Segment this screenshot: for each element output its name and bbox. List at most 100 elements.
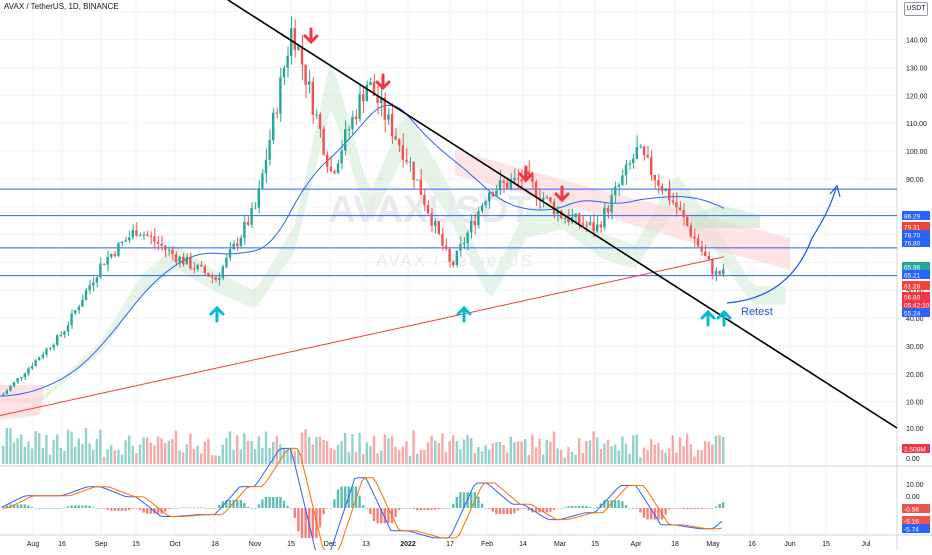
volume-bar xyxy=(380,450,383,464)
candle-body xyxy=(257,188,260,208)
resistance-arrow-icon xyxy=(518,165,534,183)
macd-histogram-bar xyxy=(99,508,102,509)
macd-histogram-bar xyxy=(664,508,667,515)
candle-body xyxy=(221,266,224,278)
macd-histogram-bar xyxy=(448,508,451,509)
macd-histogram-bar xyxy=(707,508,710,509)
price-tick-label: 140.00 xyxy=(906,38,928,45)
volume-bar xyxy=(329,448,332,464)
macd-histogram-bar xyxy=(682,508,685,510)
macd-histogram-bar xyxy=(207,507,210,509)
candle-body xyxy=(430,213,433,226)
macd-histogram-bar xyxy=(218,504,221,508)
candle-body xyxy=(632,158,635,164)
macd-histogram-bar xyxy=(290,508,293,509)
candle-body xyxy=(455,250,458,266)
candle-body xyxy=(693,236,696,239)
candle-body xyxy=(398,139,401,146)
macd-histogram-bar xyxy=(282,500,286,508)
volume-bar xyxy=(290,447,293,464)
macd-histogram-bar xyxy=(380,508,383,524)
projection-arrowhead xyxy=(829,184,841,198)
time-tick-label: Apr xyxy=(631,541,643,548)
macd-histogram-bar xyxy=(700,508,703,510)
volume-bar xyxy=(110,445,113,464)
candle-body xyxy=(38,357,41,361)
candlesticks xyxy=(2,16,725,397)
macd-histogram-bar xyxy=(369,508,372,515)
candle-body xyxy=(336,163,340,174)
volume-bar xyxy=(135,453,138,464)
macd-histogram-bar xyxy=(52,508,55,509)
volume-bar xyxy=(531,434,534,464)
volume-bar xyxy=(264,431,268,464)
time-tick-label: May xyxy=(706,541,720,548)
candle-body xyxy=(470,220,473,233)
descending-trendline xyxy=(227,0,898,429)
candle-body xyxy=(120,241,124,244)
macd-histogram-bar xyxy=(419,508,422,511)
candle-body xyxy=(365,84,368,102)
candle-body xyxy=(718,270,721,275)
candle-body xyxy=(279,77,282,114)
volume-bar xyxy=(455,441,458,464)
macd-histogram-bar xyxy=(286,505,289,508)
candle-body xyxy=(2,394,5,397)
macd-line xyxy=(1,447,723,554)
candle-body xyxy=(77,306,80,311)
candle-body xyxy=(254,207,257,209)
volume-bar xyxy=(498,442,502,464)
volume-bar xyxy=(128,435,131,464)
candle-body xyxy=(160,243,163,246)
volume-bar xyxy=(416,453,419,464)
volume-bar xyxy=(333,449,336,464)
volume-bar xyxy=(581,453,584,464)
volume-bar xyxy=(34,431,37,464)
volume-bar xyxy=(484,445,487,464)
macd-histogram-bar xyxy=(628,508,631,509)
volume-bar xyxy=(423,450,426,464)
volume-bar xyxy=(282,448,286,464)
macd-tick-label: 10.00 xyxy=(906,482,924,489)
macd-histogram-bar xyxy=(27,505,30,508)
time-tick-label: Jun xyxy=(784,541,795,548)
volume-bar xyxy=(567,446,570,464)
macd-histogram-bar xyxy=(196,507,199,509)
volume-bar xyxy=(214,455,217,464)
volume-bar xyxy=(171,439,174,464)
candle-body xyxy=(650,157,653,175)
volume-bar xyxy=(185,444,188,464)
volume-bar xyxy=(131,445,134,464)
volume-bar xyxy=(632,435,635,464)
volume-bar xyxy=(588,440,592,464)
price-axis: 10.00 20.00 30.00 40.00 50.00 90.00 100.00 110.… xyxy=(902,10,930,534)
macd-histogram-bar xyxy=(534,508,538,513)
macd-histogram-bar xyxy=(171,508,174,509)
candle-body xyxy=(426,204,430,214)
volume-bar xyxy=(358,432,361,464)
candle-body xyxy=(308,81,311,85)
volume-bar xyxy=(81,443,84,464)
currency-button[interactable]: USDT xyxy=(904,2,928,16)
price-tag-label: 65.21 xyxy=(904,273,921,280)
candle-body xyxy=(92,282,95,286)
volume-bar xyxy=(84,427,88,464)
retest-annotation: Retest xyxy=(741,306,773,318)
macd-histogram-bar xyxy=(491,508,494,512)
macd-histogram-bar xyxy=(210,508,214,509)
candle-body xyxy=(696,238,700,247)
candle-body xyxy=(621,175,624,185)
candle-body xyxy=(549,197,552,202)
cloud-bullish xyxy=(0,62,786,403)
time-axis: Aug 16 Sep 15 Oct 18 Nov 15 Dec 13 2022 17 Feb 14 Mar 1… xyxy=(27,541,871,548)
macd-histogram-bar xyxy=(344,486,347,508)
macd-histogram-bar xyxy=(110,508,113,511)
candle-body xyxy=(567,218,570,223)
candle-body xyxy=(459,244,462,251)
macd-histogram-bar xyxy=(200,507,203,509)
candle-body xyxy=(300,45,304,65)
volume-bar xyxy=(138,444,142,464)
candle-body xyxy=(322,128,325,155)
volume-bar xyxy=(394,446,397,464)
